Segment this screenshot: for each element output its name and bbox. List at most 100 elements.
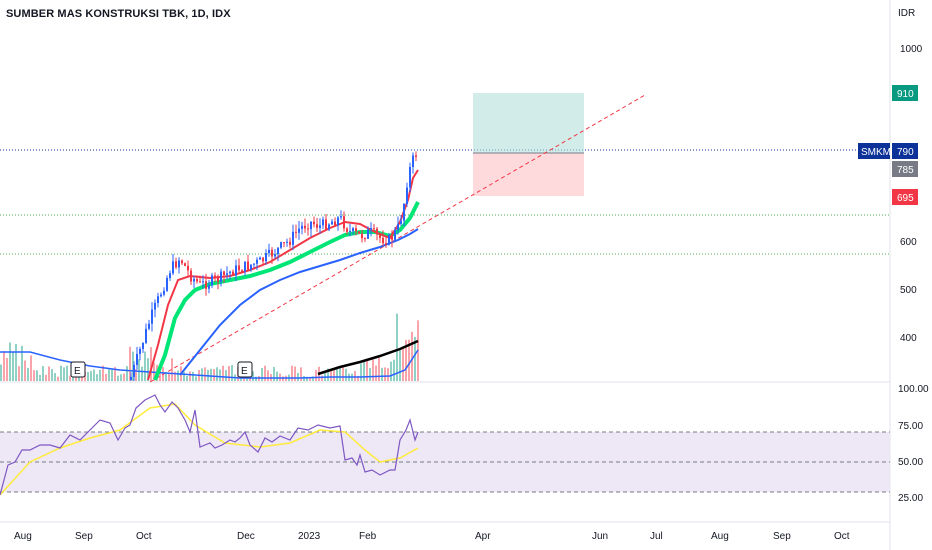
candle-body <box>328 224 330 230</box>
volume-bar <box>402 348 404 381</box>
volume-bar <box>213 369 215 381</box>
volume-bar <box>60 365 62 381</box>
price-tick-600: 600 <box>900 237 917 248</box>
volume-bar <box>345 368 347 381</box>
prev-price-badge: 785 <box>892 161 918 177</box>
volume-bar <box>96 374 98 381</box>
volume-bar <box>276 371 278 381</box>
volume-bars <box>0 313 419 381</box>
volume-bar <box>33 370 35 381</box>
volume-bar <box>69 375 71 381</box>
volume-bar <box>369 367 371 381</box>
volume-bar <box>312 376 314 381</box>
candle-body <box>214 275 216 277</box>
volume-bar <box>48 366 50 381</box>
volume-bar <box>231 365 233 381</box>
candle-body <box>391 234 393 240</box>
rsi-line <box>0 394 419 496</box>
volume-bar <box>168 372 170 381</box>
rsi-tick-100: 100.00 <box>898 384 929 395</box>
chart-title: SUMBER MAS KONSTRUKSI TBK, 1D, IDX <box>6 8 231 20</box>
candle-body <box>151 309 153 324</box>
volume-bar <box>189 371 191 381</box>
candle-body <box>193 278 195 282</box>
volume-bar <box>42 366 44 381</box>
volume-bar <box>102 365 104 381</box>
rsi-tick-75: 75.00 <box>898 421 923 432</box>
volume-bar <box>81 376 83 381</box>
x-tick-dec: Dec <box>237 531 255 542</box>
candle-body <box>226 273 228 275</box>
candle-body <box>334 221 336 226</box>
event-marker-1-label: E <box>74 366 81 377</box>
volume-bar <box>0 364 2 381</box>
candle-body <box>313 221 315 225</box>
volume-bar <box>141 366 143 381</box>
target-zone[interactable] <box>473 93 584 153</box>
volume-bar <box>147 358 149 381</box>
volume-bar <box>381 367 383 381</box>
volume-bar <box>183 371 185 381</box>
x-tick-apr: Apr <box>475 531 491 542</box>
volume-bar <box>129 346 131 381</box>
volume-bar <box>192 372 194 381</box>
candle-body <box>403 204 405 221</box>
candle-body <box>274 254 276 257</box>
price-tick-400: 400 <box>900 333 917 344</box>
volume-bar <box>228 365 230 381</box>
candle-body <box>325 219 327 230</box>
candle-body <box>331 221 333 225</box>
candle-body <box>250 264 252 270</box>
volume-bar <box>327 368 329 381</box>
candle-body <box>157 296 159 303</box>
ema-slow-line <box>179 228 419 376</box>
candle-body <box>358 231 360 234</box>
candle-body <box>223 271 225 275</box>
volume-bar <box>117 375 119 381</box>
volume-bar <box>360 363 362 381</box>
candle-body <box>370 228 372 230</box>
price-tick-500: 500 <box>900 285 917 296</box>
candle-body <box>220 271 222 282</box>
volume-bar <box>105 373 107 381</box>
candle-body <box>280 242 282 248</box>
event-marker-2[interactable]: E <box>237 361 253 378</box>
candle-body <box>304 225 306 229</box>
x-tick-sep-2: Sep <box>773 531 791 542</box>
candle-body <box>319 225 321 228</box>
volume-bar <box>87 371 89 381</box>
volume-bar <box>51 369 53 381</box>
volume-bar <box>219 369 221 381</box>
volume-bar <box>12 351 14 381</box>
candle-body <box>163 290 165 295</box>
event-marker-1[interactable]: E <box>70 361 86 378</box>
volume-bar <box>123 373 125 381</box>
x-tick-sep: Sep <box>75 531 93 542</box>
candle-body <box>364 238 366 240</box>
volume-bar <box>9 342 11 381</box>
x-tick-oct-2: Oct <box>834 531 850 542</box>
x-tick-aug-2: Aug <box>711 531 729 542</box>
volume-bar <box>36 370 38 381</box>
candle-body <box>238 265 240 271</box>
volume-bar <box>99 369 101 381</box>
stop-zone[interactable] <box>473 153 584 196</box>
volume-bar <box>174 371 176 381</box>
volume-bar <box>201 368 203 381</box>
candle-body <box>406 187 408 205</box>
x-tick-jun: Jun <box>592 531 608 542</box>
volume-bar <box>177 370 179 381</box>
candle-body <box>343 216 345 229</box>
candle-body <box>178 260 180 268</box>
volume-bar <box>357 375 359 381</box>
volume-bar <box>171 358 173 381</box>
candle-body <box>268 249 270 254</box>
volume-bar <box>27 367 29 381</box>
volume-bar <box>366 359 368 381</box>
volume-bar <box>159 370 161 381</box>
trend-line[interactable] <box>149 94 646 383</box>
ema-mid-line <box>153 201 420 381</box>
volume-bar <box>261 368 263 381</box>
volume-bar <box>411 331 413 381</box>
